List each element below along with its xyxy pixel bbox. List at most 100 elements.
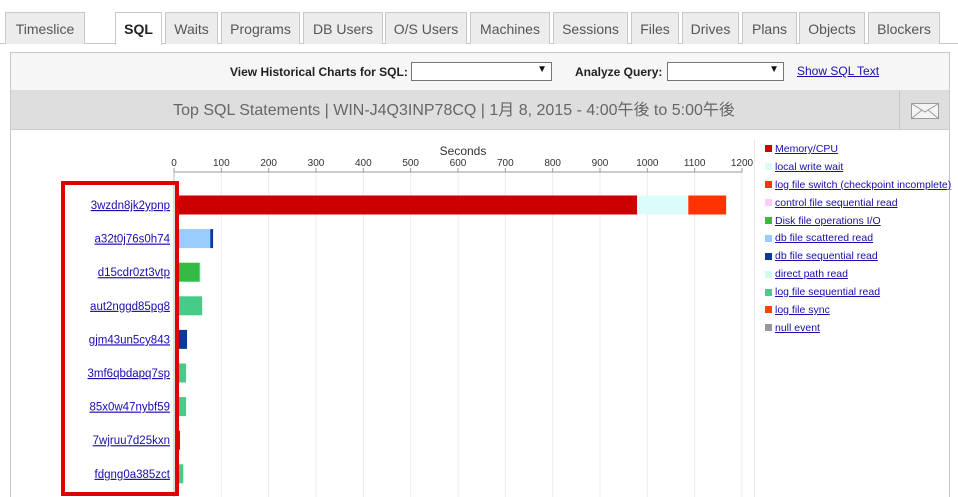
filter-bar: View Historical Charts for SQL: ▼ Analyz… (11, 53, 949, 91)
legend-label[interactable]: log file sequential read (775, 286, 881, 299)
x-tick-label: 500 (402, 158, 419, 169)
tab-label: Machines (480, 20, 540, 37)
legend-swatch (765, 234, 772, 242)
legend-swatch (765, 324, 772, 332)
tab-bar: Timeslice SQL Waits Programs DB Users O/… (0, 0, 958, 45)
legend-swatch (765, 199, 772, 207)
legend-item[interactable]: control file sequential read (765, 194, 951, 212)
legend-label[interactable]: log file sync (775, 303, 830, 316)
tab-label: Plans (751, 20, 788, 37)
tab-label: Waits (174, 20, 209, 37)
sql-panel: View Historical Charts for SQL: ▼ Analyz… (10, 52, 951, 497)
tab-label: DB Users (313, 20, 373, 37)
legend-swatch (765, 270, 772, 278)
legend-label[interactable]: Disk file operations I/O (775, 214, 881, 227)
x-tick-label: 300 (308, 158, 325, 169)
x-tick-label: 700 (497, 158, 514, 169)
legend-item[interactable]: log file switch (checkpoint incomplete) (765, 176, 951, 194)
analyze-query-label: Analyze Query: (575, 65, 663, 79)
legend-swatch (765, 145, 772, 153)
x-tick-label: 400 (355, 158, 372, 169)
bar-segment (179, 464, 184, 484)
sql-id-link[interactable]: 85x0w47nybf59 (89, 402, 170, 414)
bar-segment (179, 329, 188, 349)
x-tick-label: 0 (171, 158, 177, 169)
legend-swatch (765, 163, 772, 171)
legend-label[interactable]: Memory/CPU (775, 142, 839, 155)
envelope-icon (910, 102, 939, 119)
tab-programs[interactable]: Programs (221, 12, 300, 44)
bar-segment (179, 430, 180, 450)
x-tick-label: 100 (213, 158, 230, 169)
legend-label[interactable]: log file switch (checkpoint incomplete) (775, 178, 952, 191)
legend-item[interactable]: Memory/CPU (765, 140, 951, 158)
legend-item[interactable]: db file scattered read (765, 229, 951, 247)
tab-machines[interactable]: Machines (470, 12, 550, 44)
bar-segment (179, 296, 203, 316)
sql-id-link[interactable]: fdgng0a385zct (95, 469, 171, 481)
tab-label: O/S Users (393, 20, 459, 37)
x-tick-label: 800 (544, 158, 561, 169)
legend-item[interactable]: log file sequential read (765, 283, 951, 301)
legend-divider (754, 140, 755, 497)
x-tick-label: 1100 (684, 158, 706, 169)
sql-id-link[interactable]: d15cdr0zt3vtp (98, 267, 170, 279)
x-tick-label: 900 (592, 158, 609, 169)
bar-segment (210, 229, 214, 249)
tab-label: Drives (690, 20, 731, 37)
sql-id-link[interactable]: gjm43un5cy843 (89, 334, 170, 346)
tab-sessions[interactable]: Sessions (553, 12, 628, 44)
sql-id-link[interactable]: 3wzdn8jk2ypnp (91, 200, 170, 212)
legend-label[interactable]: control file sequential read (775, 196, 898, 209)
tab-timeslice[interactable]: Timeslice (5, 12, 85, 44)
dropdown-arrow-icon: ▼ (769, 64, 779, 75)
email-button[interactable] (899, 91, 949, 130)
tab-db-users[interactable]: DB Users (303, 12, 383, 44)
tab-label: Programs (230, 20, 291, 37)
tab-waits[interactable]: Waits (165, 12, 218, 44)
x-tick-label: 200 (260, 158, 277, 169)
bar-segment (688, 195, 727, 215)
sql-id-link[interactable]: a32t0j76s0h74 (95, 234, 171, 246)
tab-objects[interactable]: Objects (799, 12, 865, 44)
show-sql-text-link[interactable]: Show SQL Text (797, 64, 880, 78)
tab-label: Files (640, 20, 670, 37)
tab-label: Blockers (877, 20, 931, 37)
bar-segment (179, 363, 187, 383)
tab-drives[interactable]: Drives (682, 12, 739, 44)
dropdown-arrow-icon: ▼ (537, 64, 547, 75)
bar-segment (199, 262, 202, 282)
legend-label[interactable]: null event (775, 321, 820, 334)
bar-segment (179, 397, 187, 417)
legend-label[interactable]: local write wait (775, 160, 844, 173)
tab-files[interactable]: Files (631, 12, 679, 44)
analyze-query-select[interactable]: ▼ (667, 62, 784, 81)
legend-item[interactable]: direct path read (765, 265, 951, 283)
legend-swatch (765, 252, 772, 260)
legend-label[interactable]: db file sequential read (775, 250, 878, 263)
legend-swatch (765, 181, 772, 189)
sql-id-link[interactable]: 7wjruu7d25kxn (93, 435, 170, 447)
sql-id-link[interactable]: 3mf6qbdapq7sp (88, 368, 170, 380)
tab-plans[interactable]: Plans (742, 12, 797, 44)
historical-sql-select[interactable]: ▼ (411, 62, 552, 81)
sql-id-link[interactable]: aut2nggd85pg8 (90, 301, 170, 313)
tab-os-users[interactable]: O/S Users (385, 12, 467, 44)
legend-swatch (765, 306, 772, 314)
legend-item[interactable]: Disk file operations I/O (765, 212, 951, 230)
tab-blockers[interactable]: Blockers (868, 12, 940, 44)
tab-sql[interactable]: SQL (115, 12, 162, 45)
chart-title-bar: Top SQL Statements | WIN-J4Q3INP78CQ | 1… (11, 91, 949, 130)
legend-item[interactable]: null event (765, 319, 951, 337)
legend-item[interactable]: log file sync (765, 301, 951, 319)
chart-legend: Memory/CPU local write wait log file switc… (765, 140, 951, 337)
x-axis-title: Seconds (440, 144, 487, 158)
legend-item[interactable]: local write wait (765, 158, 951, 176)
legend-label[interactable]: db file scattered read (775, 232, 874, 245)
highlight-box (61, 181, 179, 496)
legend-label[interactable]: direct path read (775, 268, 848, 281)
bar-segment (179, 262, 200, 282)
legend-swatch (765, 288, 772, 296)
legend-item[interactable]: db file sequential read (765, 247, 951, 265)
